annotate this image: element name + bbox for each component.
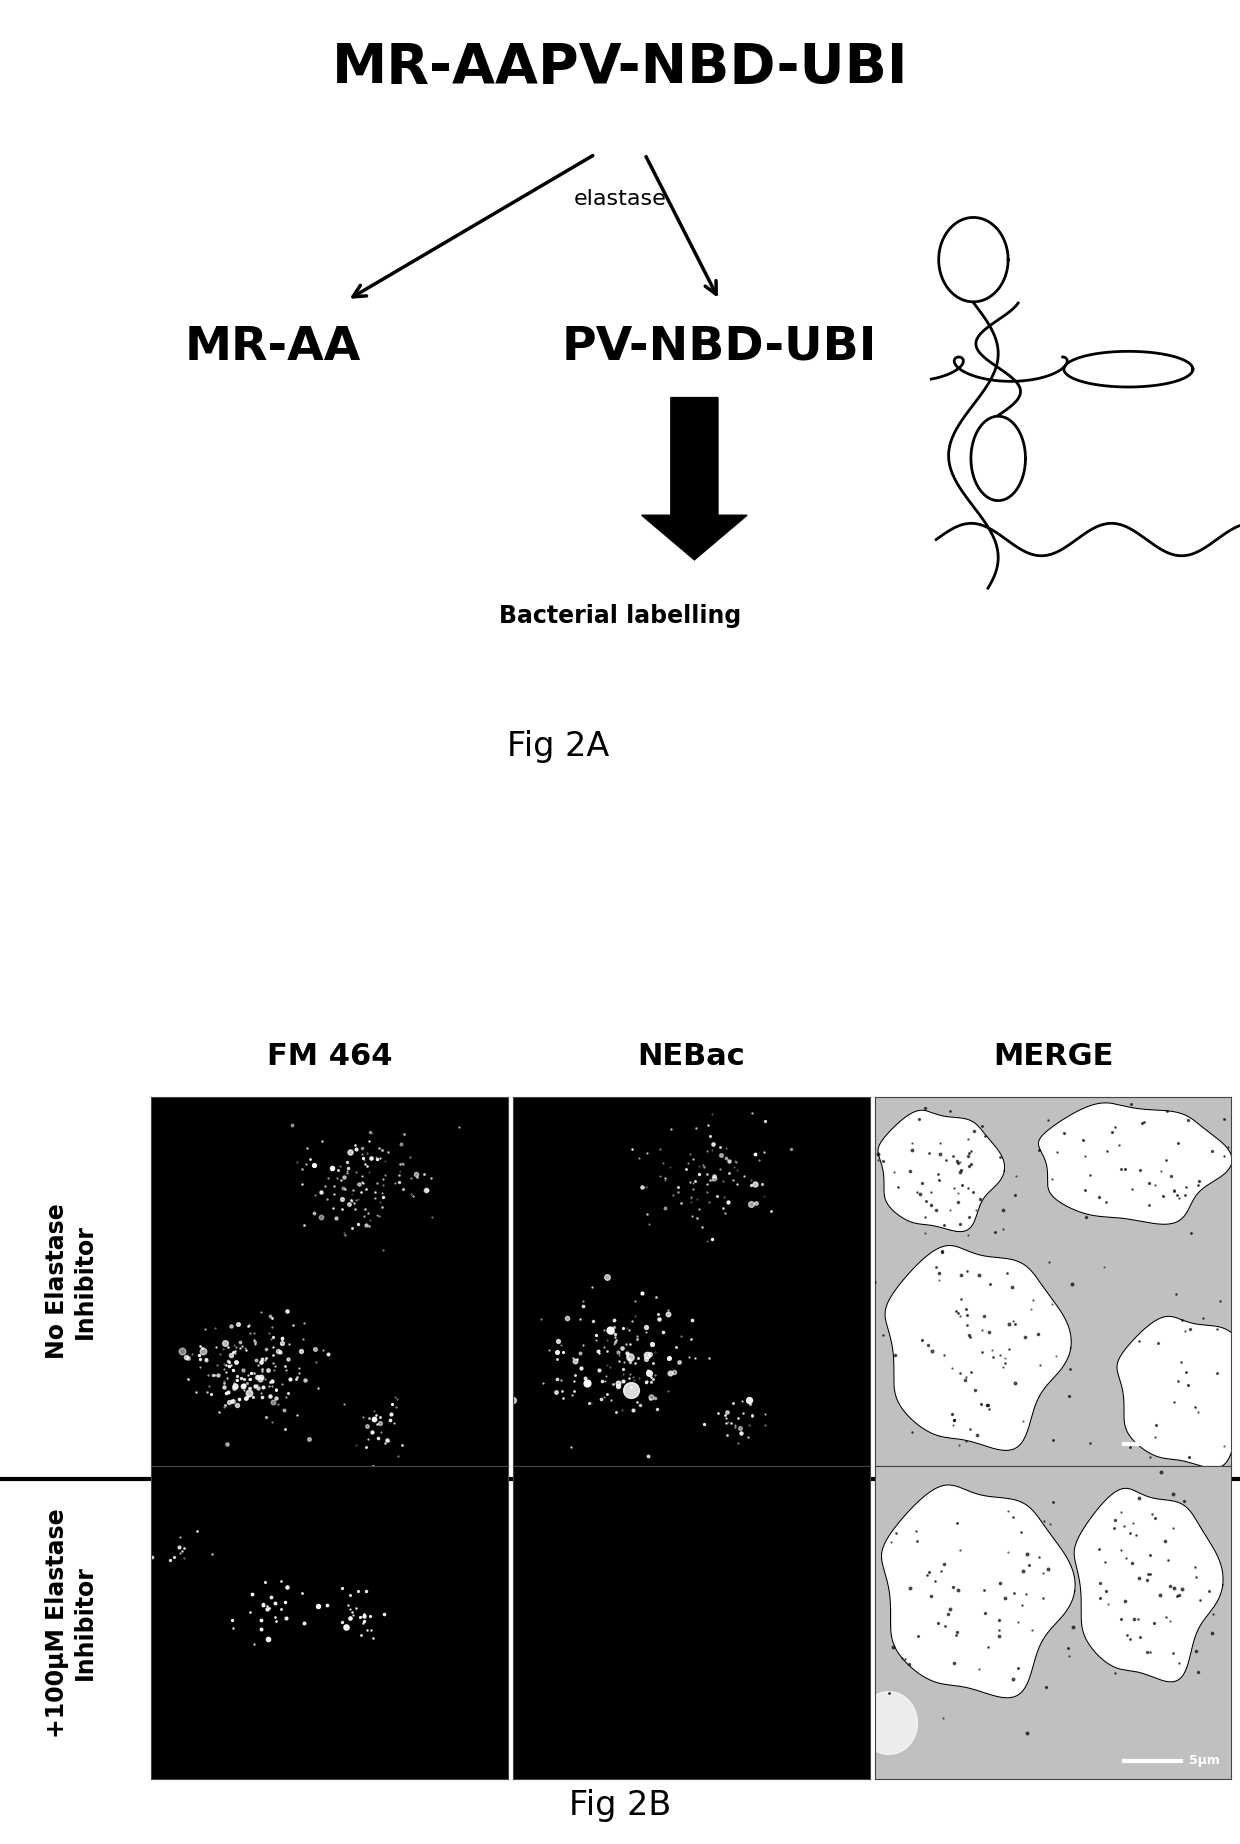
Text: No Elastase
Inhibitor: No Elastase Inhibitor [46, 1204, 97, 1359]
Text: elastase: elastase [574, 188, 666, 208]
Text: MR-AA: MR-AA [185, 325, 361, 369]
Text: NEBac: NEBac [637, 1042, 745, 1071]
FancyArrow shape [642, 398, 746, 561]
Polygon shape [878, 1110, 1004, 1232]
Polygon shape [1117, 1317, 1240, 1468]
Text: +100μM Elastase
Inhibitor: +100μM Elastase Inhibitor [46, 1508, 97, 1737]
Text: Bacterial labelling: Bacterial labelling [498, 605, 742, 629]
Text: Fig 2A: Fig 2A [507, 730, 609, 763]
Text: MR-AAPV-NBD-UBI: MR-AAPV-NBD-UBI [332, 41, 908, 94]
Polygon shape [1038, 1103, 1233, 1224]
Text: 5μm: 5μm [1188, 1754, 1219, 1767]
Text: FM 464: FM 464 [267, 1042, 392, 1071]
Text: PV-NBD-UBI: PV-NBD-UBI [562, 325, 877, 369]
Text: Fig 2B: Fig 2B [569, 1789, 671, 1822]
Polygon shape [882, 1484, 1075, 1698]
Text: MERGE: MERGE [993, 1042, 1114, 1071]
Polygon shape [885, 1245, 1071, 1451]
Polygon shape [861, 1691, 918, 1754]
Polygon shape [1074, 1488, 1223, 1682]
Text: 5μm: 5μm [1188, 1436, 1219, 1451]
